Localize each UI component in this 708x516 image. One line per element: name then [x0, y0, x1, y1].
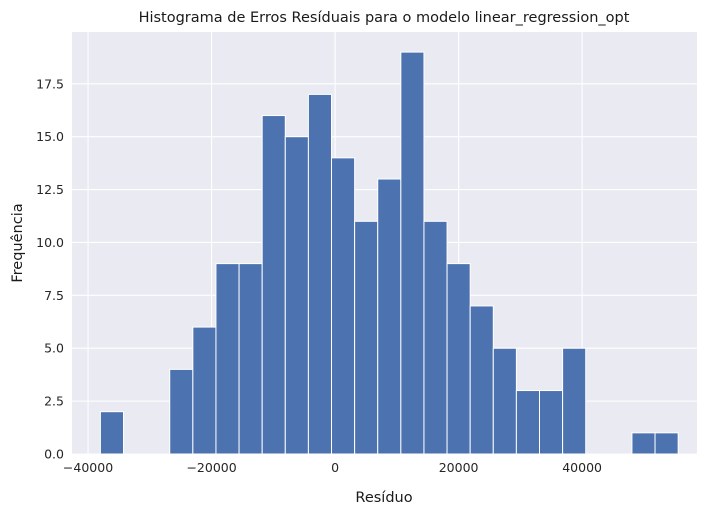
y-tick-label: 7.5	[44, 288, 64, 303]
histogram-bar	[192, 326, 217, 455]
histogram-bar	[492, 347, 517, 455]
y-tick-label: 10.0	[36, 235, 64, 250]
histogram-bar	[354, 220, 379, 455]
histogram-bar	[469, 305, 494, 455]
y-axis-ticks: 0.0 2.5 5.0 7.5 10.0 12.5 15.0 17.5	[36, 76, 64, 461]
chart-title: Histograma de Erros Resíduais para o mod…	[139, 10, 630, 26]
histogram-bar	[215, 263, 240, 455]
histogram-bar	[169, 368, 194, 455]
histogram-bar	[238, 263, 263, 455]
y-tick-label: 12.5	[36, 182, 64, 197]
x-tick-label: 20000	[439, 460, 479, 475]
histogram-bar	[261, 115, 286, 455]
x-tick-label: 40000	[562, 460, 602, 475]
histogram-bar	[400, 51, 425, 455]
histogram-bar	[539, 390, 564, 455]
histogram-bar	[654, 432, 679, 455]
histogram-bars	[99, 51, 679, 455]
y-tick-label: 0.0	[44, 447, 64, 462]
histogram-bar	[562, 347, 587, 455]
y-tick-label: 15.0	[36, 129, 64, 144]
histogram-bar	[99, 411, 125, 455]
y-tick-label: 5.0	[44, 341, 64, 356]
x-tick-label: −20000	[186, 460, 236, 475]
x-tick-label: −40000	[63, 460, 113, 475]
y-tick-label: 2.5	[44, 394, 64, 409]
histogram-bar	[423, 220, 448, 455]
histogram-bar	[446, 263, 471, 455]
x-axis-label: Resíduo	[355, 490, 412, 506]
histogram-bar	[377, 178, 402, 455]
histogram-bar	[331, 157, 356, 455]
histogram-bar	[284, 136, 309, 455]
x-axis-ticks: −40000 −20000 0 20000 40000	[63, 460, 602, 475]
histogram-bar	[631, 432, 656, 455]
y-tick-label: 17.5	[36, 76, 64, 91]
histogram-bar	[515, 390, 541, 455]
x-tick-label: 0	[331, 460, 339, 475]
y-axis-label: Frequência	[10, 203, 26, 282]
histogram-bar	[307, 93, 333, 455]
